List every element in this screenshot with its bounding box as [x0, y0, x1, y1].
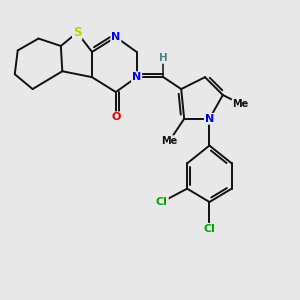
Text: O: O [111, 112, 121, 122]
Text: N: N [205, 114, 214, 124]
Text: H: H [159, 53, 168, 63]
Text: Cl: Cl [203, 224, 215, 234]
Text: Me: Me [161, 136, 177, 146]
Text: S: S [73, 26, 81, 39]
Text: Cl: Cl [156, 197, 168, 207]
Text: Me: Me [232, 99, 249, 109]
Text: N: N [111, 32, 120, 42]
Text: N: N [132, 72, 141, 82]
